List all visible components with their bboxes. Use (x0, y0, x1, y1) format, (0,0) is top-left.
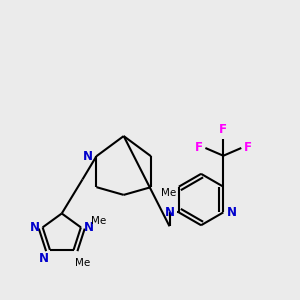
Text: N: N (83, 150, 93, 163)
Text: Me: Me (161, 188, 176, 199)
Text: N: N (84, 221, 94, 234)
Text: Me: Me (91, 216, 106, 226)
Text: F: F (219, 123, 227, 136)
Text: N: N (227, 206, 237, 219)
Text: F: F (195, 142, 203, 154)
Text: N: N (29, 221, 40, 234)
Text: N: N (38, 252, 48, 266)
Text: F: F (244, 142, 252, 154)
Text: N: N (164, 206, 175, 219)
Text: Me: Me (75, 258, 90, 268)
